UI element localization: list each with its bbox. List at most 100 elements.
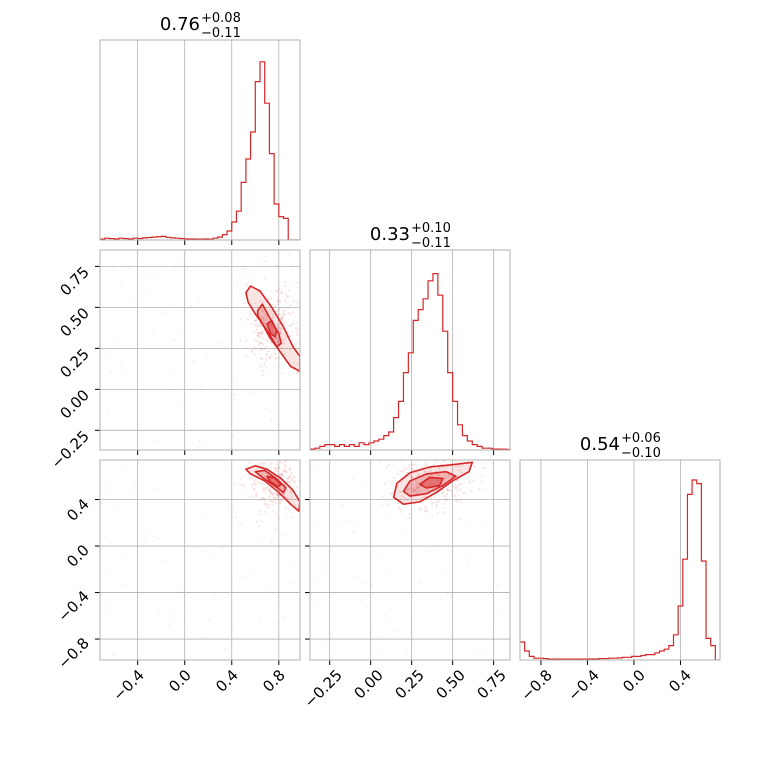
scatter-point: [276, 302, 279, 305]
scatter-point: [105, 536, 108, 539]
scatter-point: [186, 627, 189, 630]
scatter-point: [334, 540, 337, 543]
scatter-point: [259, 341, 262, 344]
scatter-point: [259, 300, 262, 303]
scatter-point: [381, 635, 384, 638]
scatter-point: [124, 465, 127, 468]
scatter-point: [456, 500, 459, 503]
scatter-point: [258, 341, 261, 345]
scatter-point: [275, 499, 278, 502]
scatter-point: [347, 520, 350, 523]
scatter-point: [424, 510, 427, 513]
scatter-point: [272, 303, 275, 306]
scatter-point: [416, 485, 419, 488]
scatter-point: [269, 487, 272, 490]
histogram-param-1: [310, 273, 510, 450]
scatter-point: [261, 456, 263, 458]
scatter-point: [277, 465, 280, 469]
scatter-point: [231, 435, 234, 438]
scatter-point: [274, 502, 277, 505]
scatter-point: [369, 630, 372, 633]
scatter-point: [468, 525, 471, 528]
scatter-point: [297, 301, 300, 304]
scatter-point: [437, 466, 441, 470]
scatter-point: [437, 545, 440, 548]
scatter-point: [468, 480, 471, 483]
scatter-point: [259, 519, 262, 522]
scatter-point: [389, 492, 392, 496]
scatter-point: [316, 601, 319, 604]
scatter-point: [390, 480, 393, 483]
scatter-point: [264, 502, 267, 505]
scatter-point: [439, 452, 441, 454]
xtick-label-p2-0: −0.8: [517, 666, 555, 704]
panel-r2-c2: [519, 459, 721, 665]
scatter-point: [249, 461, 252, 465]
xtick-label-p1-4: 0.75: [473, 666, 509, 702]
scatter-point: [439, 597, 442, 600]
scatter-point: [277, 320, 280, 323]
scatter-point: [161, 560, 164, 563]
scatter-point: [293, 566, 296, 569]
panel-r0-c0: [99, 39, 301, 245]
scatter-point: [254, 492, 258, 495]
scatter-point: [236, 558, 239, 561]
panels: [95, 39, 721, 665]
scatter-point: [262, 483, 266, 486]
scatter-point: [280, 317, 283, 320]
scatter-point: [451, 485, 454, 488]
scatter-point: [223, 647, 226, 650]
scatter-point: [296, 328, 299, 331]
scatter-point: [279, 299, 282, 302]
xtick-label-p1-0: −0.25: [301, 666, 346, 711]
scatter-point: [204, 549, 207, 552]
scatter-point: [441, 491, 444, 494]
scatter-point: [261, 464, 264, 468]
scatter-point: [432, 462, 436, 466]
scatter-point: [262, 486, 265, 490]
xtick-labels-param-0: −0.4 0.0 0.4 0.8: [109, 666, 288, 704]
scatter-point: [277, 324, 280, 328]
scatter-point: [143, 541, 146, 544]
scatter-point: [198, 439, 201, 442]
scatter-point: [306, 495, 308, 497]
scatter-point: [446, 487, 449, 491]
scatter-point: [156, 612, 159, 615]
scatter-point: [455, 486, 458, 489]
scatter-point: [267, 350, 270, 353]
scatter-point: [290, 334, 293, 338]
scatter-point: [173, 267, 176, 270]
scatter-point: [156, 488, 159, 491]
scatter-point: [359, 599, 362, 602]
scatter-point: [432, 501, 435, 504]
scatter-point: [118, 341, 121, 344]
panel-frame: [99, 459, 301, 661]
scatter-point: [381, 495, 384, 498]
scatter-point: [456, 478, 459, 482]
scatter-point: [281, 338, 284, 341]
xtick-label-p1-2: 0.25: [391, 666, 427, 702]
scatter-point: [268, 491, 272, 495]
scatter-point: [241, 484, 244, 487]
scatter-point: [278, 357, 281, 360]
scatter-point: [203, 517, 206, 520]
scatter-point: [185, 609, 188, 612]
scatter-point: [265, 314, 268, 317]
scatter-point: [285, 335, 288, 339]
scatter-point: [416, 456, 418, 458]
scatter-point: [434, 483, 438, 486]
scatter-point: [253, 319, 256, 322]
scatter-point: [259, 347, 262, 350]
scatter-point: [474, 654, 477, 657]
scatter-point: [412, 468, 415, 471]
scatter-point: [385, 620, 388, 623]
scatter-point: [405, 467, 408, 470]
scatter-point: [256, 452, 258, 454]
scatter-point: [276, 423, 279, 426]
scatter-point: [386, 518, 389, 521]
scatter-point: [263, 487, 266, 491]
scatter-point: [264, 511, 267, 514]
scatter-point: [264, 260, 267, 263]
scatter-point: [224, 306, 227, 309]
